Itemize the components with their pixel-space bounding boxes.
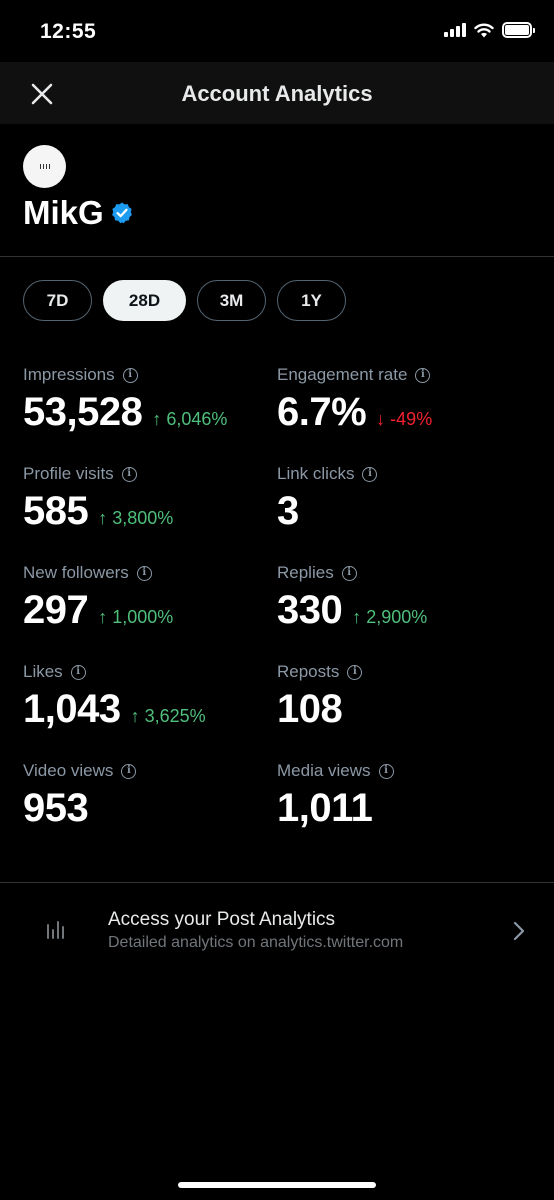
top-app-bar: Account Analytics <box>0 62 554 124</box>
metric-new-followers: New followers i 297 ↑ 1,000% <box>23 562 277 640</box>
metric-change: ↑ 6,046% <box>152 409 228 429</box>
avatar-logo-icon <box>39 164 50 169</box>
range-3m-button[interactable]: 3M <box>197 280 266 321</box>
profile-name-row: MikG <box>23 194 134 232</box>
metric-value: 330 <box>277 588 343 632</box>
info-icon[interactable]: i <box>378 763 394 779</box>
metric-value: 1,011 <box>277 786 373 830</box>
metrics-grid: Impressions i 53,528 ↑ 6,046% Engagement r… <box>23 364 543 838</box>
info-icon[interactable]: i <box>122 367 138 383</box>
wifi-icon <box>474 23 494 37</box>
metric-label: Reposts <box>277 662 340 681</box>
close-icon <box>31 83 53 105</box>
home-indicator[interactable] <box>178 1182 376 1188</box>
metric-reposts: Reposts i 108 <box>277 661 531 739</box>
range-28d-button[interactable]: 28D <box>103 280 186 321</box>
metric-engagement-rate: Engagement rate i 6.7% ↓ -49% <box>277 364 531 442</box>
metrics-divider <box>0 882 554 883</box>
metric-link-clicks: Link clicks i 3 <box>277 463 531 541</box>
metric-label: Likes <box>23 662 63 681</box>
metric-label: Impressions <box>23 365 115 384</box>
close-button[interactable] <box>22 74 62 114</box>
info-icon[interactable]: i <box>136 565 152 581</box>
metric-value: 3 <box>277 489 299 533</box>
battery-icon <box>502 22 535 38</box>
date-range-selector: 7D 28D 3M 1Y <box>23 280 346 321</box>
info-icon[interactable]: i <box>70 664 86 680</box>
metric-media-views: Media views i 1,011 <box>277 760 531 838</box>
metric-label: Engagement rate <box>277 365 408 384</box>
metric-value: 6.7% <box>277 390 367 434</box>
status-icons <box>444 22 535 38</box>
metric-value: 953 <box>23 786 89 830</box>
status-time: 12:55 <box>40 20 97 43</box>
chevron-right-icon <box>513 921 525 941</box>
metric-label: Replies <box>277 563 334 582</box>
metric-change: ↑ 3,625% <box>130 706 206 726</box>
metric-label: Profile visits <box>23 464 114 483</box>
range-1y-button[interactable]: 1Y <box>277 280 346 321</box>
metric-value: 53,528 <box>23 390 143 434</box>
metric-label: Link clicks <box>277 464 355 483</box>
status-bar: 12:55 <box>0 0 554 62</box>
metric-value: 297 <box>23 588 89 632</box>
metric-change: ↓ -49% <box>376 409 433 429</box>
metric-change: ↑ 1,000% <box>98 607 174 627</box>
metric-video-views: Video views i 953 <box>23 760 277 838</box>
metric-label: New followers <box>23 563 129 582</box>
metric-profile-visits: Profile visits i 585 ↑ 3,800% <box>23 463 277 541</box>
post-analytics-subtitle: Detailed analytics on analytics.twitter.… <box>108 934 404 951</box>
info-icon[interactable]: i <box>362 466 378 482</box>
info-icon[interactable]: i <box>341 565 357 581</box>
post-analytics-title: Access your Post Analytics <box>108 909 336 930</box>
metric-value: 1,043 <box>23 687 121 731</box>
info-icon[interactable]: i <box>415 367 431 383</box>
metric-label: Video views <box>23 761 114 780</box>
profile-name: MikG <box>23 194 104 231</box>
profile-divider <box>0 256 554 257</box>
info-icon[interactable]: i <box>347 664 363 680</box>
metric-change: ↑ 2,900% <box>352 607 428 627</box>
metric-label: Media views <box>277 761 371 780</box>
post-analytics-link[interactable]: Access your Post Analytics Detailed anal… <box>0 883 554 983</box>
info-icon[interactable]: i <box>121 466 137 482</box>
bar-chart-icon <box>47 921 64 939</box>
metric-replies: Replies i 330 ↑ 2,900% <box>277 562 531 640</box>
metric-value: 585 <box>23 489 89 533</box>
metric-value: 108 <box>277 687 343 731</box>
verified-badge-icon <box>111 202 132 224</box>
range-7d-button[interactable]: 7D <box>23 280 92 321</box>
metric-change: ↑ 3,800% <box>98 508 174 528</box>
metric-likes: Likes i 1,043 ↑ 3,625% <box>23 661 277 739</box>
page-title: Account Analytics <box>181 81 373 106</box>
info-icon[interactable]: i <box>121 763 137 779</box>
avatar[interactable] <box>23 145 66 188</box>
metric-impressions: Impressions i 53,528 ↑ 6,046% <box>23 364 277 442</box>
cellular-signal-icon <box>444 23 466 37</box>
